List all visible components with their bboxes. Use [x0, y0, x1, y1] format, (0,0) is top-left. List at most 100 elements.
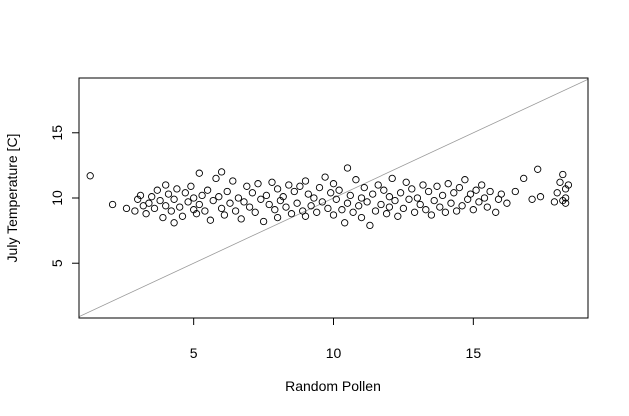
- data-point: [349, 208, 357, 216]
- data-point: [159, 213, 167, 222]
- data-point: [447, 199, 455, 207]
- data-point: [145, 199, 153, 207]
- data-point: [240, 198, 248, 206]
- data-point: [511, 187, 519, 196]
- data-point: [136, 191, 145, 200]
- data-point: [86, 172, 94, 180]
- data-point: [265, 200, 273, 209]
- data-point: [363, 198, 371, 206]
- data-point: [338, 206, 346, 214]
- x-axis-title: Random Pollen: [285, 378, 381, 394]
- data-point: [430, 196, 438, 205]
- data-point: [178, 212, 187, 220]
- data-point: [374, 181, 382, 189]
- data-point: [262, 191, 271, 200]
- data-point: [419, 181, 427, 189]
- data-point: [486, 187, 494, 196]
- data-point: [131, 207, 139, 215]
- data-point: [450, 189, 458, 197]
- data-point: [466, 190, 475, 198]
- data-point: [480, 194, 489, 202]
- data-point: [422, 206, 430, 214]
- data-point: [215, 193, 223, 201]
- data-point: [355, 202, 363, 210]
- data-point: [181, 189, 189, 197]
- data-point: [408, 185, 416, 193]
- data-point: [427, 211, 436, 219]
- data-point: [528, 195, 536, 203]
- data-point: [162, 202, 170, 210]
- data-point: [444, 180, 452, 188]
- data-point: [332, 195, 340, 203]
- data-point: [201, 207, 209, 215]
- data-point: [304, 190, 312, 198]
- data-point: [229, 177, 237, 185]
- data-point: [293, 199, 301, 207]
- data-point: [142, 210, 150, 218]
- data-point: [248, 189, 257, 197]
- data-point: [385, 203, 394, 211]
- data-point: [475, 198, 483, 206]
- data-point: [173, 185, 181, 193]
- data-point: [206, 216, 215, 224]
- data-point: [301, 212, 310, 220]
- data-point: [366, 221, 374, 230]
- data-point: [307, 202, 315, 210]
- data-point: [223, 187, 231, 196]
- data-point: [296, 182, 304, 190]
- data-point: [287, 210, 296, 218]
- data-point: [209, 196, 217, 205]
- data-point: [556, 178, 564, 186]
- data-point: [212, 174, 220, 183]
- data-point: [416, 200, 424, 209]
- data-point: [433, 182, 441, 190]
- data-point: [534, 165, 542, 173]
- data-point: [220, 211, 229, 219]
- data-point: [285, 181, 293, 189]
- data-point: [478, 181, 486, 189]
- y-tick-label: 15: [49, 125, 65, 141]
- data-point: [301, 177, 310, 185]
- data-point: [190, 194, 198, 202]
- data-point: [164, 190, 173, 198]
- data-point: [148, 193, 156, 201]
- data-point: [497, 190, 505, 198]
- data-point: [251, 208, 259, 216]
- x-tick-label: 5: [190, 345, 198, 361]
- data-point: [273, 213, 282, 222]
- data-point: [259, 217, 268, 226]
- data-point: [245, 203, 254, 211]
- data-point: [170, 219, 178, 227]
- data-point: [268, 178, 276, 186]
- data-point: [410, 208, 419, 216]
- data-point: [561, 194, 570, 202]
- x-tick-label: 10: [326, 345, 342, 361]
- data-point: [341, 219, 349, 227]
- data-point: [290, 187, 298, 196]
- data-point: [318, 198, 326, 206]
- data-point: [402, 178, 410, 186]
- y-tick-label: 10: [49, 190, 65, 206]
- data-point: [271, 206, 279, 214]
- data-point: [192, 210, 201, 218]
- data-point: [150, 204, 159, 213]
- data-point: [217, 204, 226, 213]
- data-point: [279, 193, 287, 201]
- data-point: [458, 202, 466, 210]
- data-point: [391, 196, 399, 205]
- data-point: [327, 189, 335, 197]
- data-point: [438, 191, 447, 200]
- data-point: [424, 187, 433, 196]
- data-point: [167, 207, 175, 215]
- data-point: [217, 168, 226, 176]
- data-point: [324, 204, 332, 213]
- data-point: [360, 183, 368, 192]
- data-point: [187, 182, 195, 190]
- data-point: [176, 203, 184, 211]
- data-point: [469, 206, 477, 214]
- data-point: [520, 174, 528, 183]
- data-point: [313, 208, 321, 216]
- data-point: [237, 215, 245, 223]
- data-point: [413, 194, 422, 202]
- data-point: [346, 191, 354, 200]
